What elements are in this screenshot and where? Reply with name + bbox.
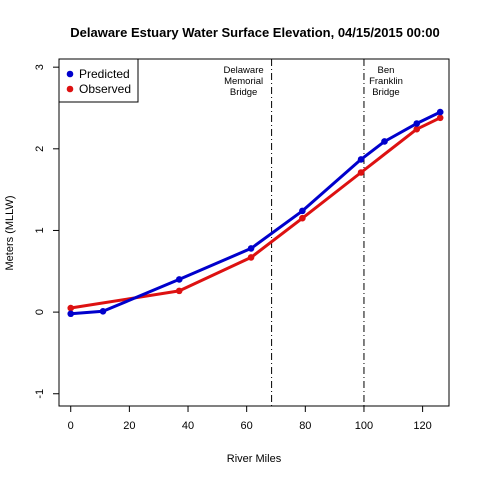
legend-label-predicted: Predicted <box>79 67 130 81</box>
x-tick-label-4: 80 <box>299 420 311 432</box>
data-point-predicted-8 <box>436 108 444 116</box>
x-tick-label-5: 100 <box>355 420 373 432</box>
data-point-observed-2 <box>247 254 255 261</box>
reference-label-0-2: Bridge <box>230 87 257 98</box>
y-tick-label-3: 2 <box>34 146 46 152</box>
series-line-observed <box>70 116 441 310</box>
data-point-predicted-3 <box>247 245 255 252</box>
legend-box <box>58 58 139 103</box>
reference-label-0-0: Delaware <box>224 65 264 76</box>
x-axis-label: River Miles <box>227 453 282 465</box>
y-tick-label-4: 3 <box>34 64 46 70</box>
y-axis: -1 0 1 2 3 <box>34 64 60 399</box>
data-point-predicted-7 <box>413 120 421 127</box>
series-observed <box>67 114 444 312</box>
series-layer <box>67 108 444 318</box>
data-point-observed-1 <box>175 287 183 295</box>
y-axis-label: Meters (MLLW) <box>4 196 16 271</box>
data-point-observed-4 <box>357 169 365 176</box>
x-tick-label-3: 60 <box>241 420 253 432</box>
x-axis: 0 20 40 60 80 100 120 <box>68 405 432 432</box>
data-point-observed-6 <box>436 114 444 122</box>
reference-label-1-0: Ben <box>378 65 395 76</box>
x-tick-label-0: 0 <box>68 420 74 432</box>
reference-label-1-2: Bridge <box>372 87 399 98</box>
data-point-observed-0 <box>67 304 75 312</box>
y-tick-label-2: 1 <box>34 227 46 233</box>
y-tick-label-1: 0 <box>34 309 46 315</box>
legend-marker-observed <box>66 85 74 93</box>
reference-label-1-1: Franklin <box>369 76 403 87</box>
legend-marker-predicted <box>66 70 74 78</box>
series-predicted <box>67 108 444 318</box>
data-point-observed-3 <box>299 214 306 222</box>
chart-title: Delaware Estuary Water Surface Elevation… <box>70 25 440 40</box>
data-point-predicted-6 <box>381 138 388 145</box>
data-point-predicted-0 <box>67 310 75 318</box>
x-tick-label-2: 40 <box>182 420 194 432</box>
y-tick-label-0: -1 <box>34 389 46 399</box>
legend-label-observed: Observed <box>79 82 131 96</box>
data-point-predicted-4 <box>299 207 306 215</box>
x-tick-label-6: 120 <box>413 420 431 432</box>
data-point-observed-5 <box>413 125 421 133</box>
data-point-predicted-1 <box>99 307 107 315</box>
data-point-predicted-2 <box>175 276 183 283</box>
reference-label-0-1: Memorial <box>224 76 263 87</box>
x-tick-label-1: 20 <box>123 420 135 432</box>
data-point-predicted-5 <box>357 156 365 163</box>
plot-area-frame <box>58 58 450 407</box>
